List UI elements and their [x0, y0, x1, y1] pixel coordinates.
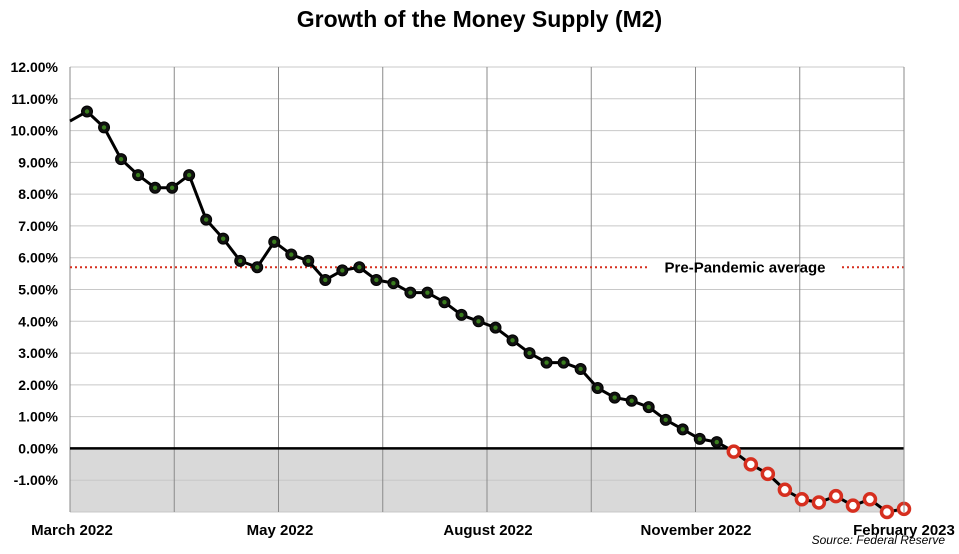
x-tick-label: May 2022: [247, 522, 314, 539]
data-point-center: [272, 239, 277, 245]
y-tick-label: 4.00%: [18, 313, 58, 329]
data-point-center: [714, 439, 719, 445]
data-point-center: [306, 258, 311, 264]
data-point: [743, 457, 759, 472]
x-tick-label: February 2023: [853, 522, 955, 539]
data-point-center: [391, 280, 396, 286]
data-point-center: [544, 360, 549, 365]
y-tick-label: 1.00%: [18, 409, 58, 425]
data-point-center: [646, 404, 651, 410]
x-tick-label: August 2022: [443, 522, 532, 539]
data-point-center: [697, 436, 702, 442]
source-note: Source: Federal Reserve: [811, 533, 945, 547]
y-tick-label: 2.00%: [18, 377, 58, 393]
data-point: [879, 504, 895, 520]
data-point-center: [203, 217, 209, 222]
data-point-center: [357, 265, 362, 270]
data-point-center: [459, 312, 464, 318]
y-tick-label: 6.00%: [18, 250, 58, 266]
data-point: [777, 482, 793, 497]
data-point-center: [238, 258, 243, 264]
data-point: [726, 444, 742, 459]
data-point-center: [476, 319, 481, 324]
data-point-center: [510, 338, 515, 343]
data-point-center: [680, 427, 685, 432]
data-point-center: [135, 172, 141, 178]
data-point-center: [578, 366, 583, 372]
data-point-center: [425, 290, 430, 295]
y-tick-label: -1.00%: [14, 472, 59, 488]
data-point-center: [169, 185, 175, 190]
y-tick-label: 12.00%: [11, 59, 59, 75]
y-tick-label: 7.00%: [18, 218, 58, 234]
data-point-center: [408, 290, 413, 295]
data-point: [828, 488, 844, 504]
y-tick-label: 5.00%: [18, 282, 58, 298]
reference-line-label: Pre-Pandemic average: [665, 259, 826, 276]
data-point-center: [186, 172, 192, 178]
data-point-center: [527, 350, 532, 356]
y-tick-label: 0.00%: [18, 440, 58, 456]
data-point-center: [84, 109, 90, 114]
data-point-center: [220, 236, 226, 241]
data-point-center: [612, 395, 617, 400]
data-point-center: [118, 156, 124, 162]
data-point: [794, 492, 810, 507]
y-tick-label: 11.00%: [11, 91, 58, 107]
data-point-center: [101, 125, 107, 130]
data-point: [845, 498, 861, 513]
data-point-center: [595, 385, 600, 391]
data-point-center: [340, 268, 345, 273]
chart-title: Growth of the Money Supply (M2): [296, 6, 663, 32]
data-point-center: [255, 265, 260, 270]
data-point-center: [493, 325, 498, 330]
data-point-center: [663, 417, 668, 423]
data-point-center: [289, 252, 294, 257]
data-point: [760, 466, 776, 482]
data-point-center: [442, 300, 447, 305]
data-point-center: [561, 360, 566, 365]
data-point: [862, 492, 878, 507]
x-tick-label: March 2022: [31, 522, 113, 539]
data-point-center: [629, 398, 634, 403]
y-tick-label: 9.00%: [18, 154, 58, 170]
y-tick-label: 8.00%: [18, 186, 58, 202]
x-tick-label: November 2022: [641, 522, 752, 539]
data-point: [811, 495, 827, 510]
data-point-center: [152, 185, 158, 190]
data-point-center: [374, 277, 379, 283]
data-point-center: [323, 277, 328, 283]
y-tick-label: 3.00%: [18, 345, 58, 361]
y-tick-label: 10.00%: [11, 123, 59, 139]
